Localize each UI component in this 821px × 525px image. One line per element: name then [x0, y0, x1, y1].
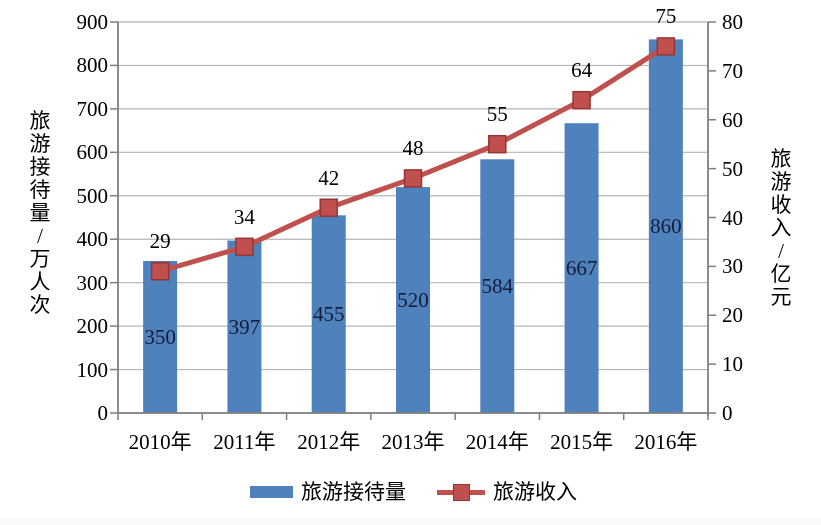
- right-axis-tick-label: 70: [722, 58, 743, 83]
- line-marker-2010年: [150, 262, 170, 281]
- bar-value-label: 667: [565, 256, 598, 281]
- axis-title-char: 量: [29, 200, 51, 225]
- line-marker-2014年: [488, 134, 507, 154]
- bar-value-label: 584: [481, 274, 514, 299]
- right-axis-tick-label: 20: [722, 303, 743, 328]
- x-axis-category-label: 2013年: [381, 430, 445, 454]
- left-axis-tick-label: 300: [76, 270, 109, 295]
- bar-2011年: [227, 240, 262, 413]
- right-axis-tick-label: 10: [722, 352, 743, 377]
- left-axis-tick-label: 100: [76, 357, 109, 382]
- bar-2015年: [564, 123, 599, 413]
- left-axis-tick-label: 700: [76, 96, 109, 121]
- right-axis-tick-label: 60: [722, 107, 743, 132]
- left-axis-tick-label: 400: [76, 227, 109, 252]
- left-axis-tick-label: 0: [97, 401, 109, 425]
- axis-title-char: 旅: [770, 146, 792, 171]
- axis-title-char: 万: [29, 246, 51, 271]
- axis-title-char: 亿: [770, 261, 792, 286]
- line-series-legend-label: 旅游收入: [493, 480, 577, 504]
- left-axis-tick-label: 900: [76, 10, 109, 34]
- bar-2013年: [396, 187, 430, 413]
- left-axis-tick-label: 800: [76, 53, 109, 78]
- axis-title-char: 人: [29, 269, 51, 294]
- axis-title-char: 收: [770, 192, 792, 217]
- axis-title-char: 待: [29, 177, 51, 202]
- bar-value-label: 860: [650, 214, 682, 239]
- line-value-label: 75: [655, 4, 677, 29]
- axis-title-char: 次: [29, 292, 51, 317]
- line-marker-2011年: [235, 237, 254, 257]
- left-axis-title: 旅游接待量 / 万人次: [28, 108, 52, 317]
- axis-title-char: /: [37, 223, 43, 248]
- x-axis-category-label: 2014年: [465, 430, 529, 454]
- line-marker-2015年: [572, 90, 591, 110]
- x-axis-category-label: 2010年: [128, 430, 192, 454]
- bar-value-label: 520: [397, 288, 429, 313]
- x-axis-category-label: 2011年: [213, 430, 276, 454]
- bar-series-legend-swatch: [250, 486, 293, 498]
- x-axis-category-label: 2016年: [634, 430, 698, 454]
- line-legend-square-marker: [453, 484, 470, 501]
- line-marker-2013年: [403, 169, 423, 188]
- right-axis-title: 旅游收入 / 亿元: [769, 146, 793, 309]
- left-axis-tick-label: 500: [76, 183, 109, 208]
- legend-item-line: 旅游收入: [437, 480, 577, 504]
- axis-title-char: 接: [29, 154, 51, 179]
- axis-title-char: 游: [770, 169, 792, 194]
- axis-title-char: 入: [770, 215, 792, 240]
- bar-value-label: 397: [228, 314, 261, 339]
- line-marker-2012年: [319, 198, 338, 217]
- right-axis-tick-label: 40: [722, 205, 743, 230]
- line-value-label: 55: [486, 102, 508, 127]
- left-axis-tick-label: 200: [76, 314, 109, 339]
- bar-value-label: 350: [144, 324, 176, 349]
- x-axis-category-label: 2012年: [297, 430, 361, 454]
- line-value-label: 42: [318, 165, 340, 190]
- bar-series-legend-label: 旅游接待量: [301, 480, 406, 504]
- axis-title-char: /: [778, 238, 784, 263]
- axis-title-char: 游: [29, 131, 51, 156]
- line-series-legend-marker: [437, 483, 485, 501]
- right-axis-tick-label: 50: [722, 156, 743, 181]
- scan-edge-artifact: [0, 518, 821, 525]
- line-value-label: 29: [149, 229, 171, 254]
- line-value-label: 34: [233, 204, 255, 229]
- line-value-label: 64: [571, 58, 593, 83]
- right-axis-tick-label: 0: [722, 401, 733, 425]
- x-axis-category-label: 2015年: [550, 430, 614, 454]
- right-axis-tick-label: 30: [722, 254, 743, 279]
- bar-2014年: [480, 159, 515, 413]
- axis-title-char: 旅: [29, 108, 51, 133]
- bar-2016年: [648, 39, 683, 413]
- bar-2010年: [143, 260, 178, 413]
- right-axis-tick-label: 80: [722, 10, 743, 34]
- legend-item-bar: 旅游接待量: [250, 480, 406, 504]
- line-value-label: 48: [402, 136, 424, 161]
- line-marker-2016年: [656, 37, 676, 56]
- bar-2012年: [311, 215, 346, 413]
- bar-value-label: 455: [312, 302, 345, 327]
- left-axis-tick-label: 600: [76, 140, 109, 165]
- axis-title-char: 元: [770, 284, 792, 309]
